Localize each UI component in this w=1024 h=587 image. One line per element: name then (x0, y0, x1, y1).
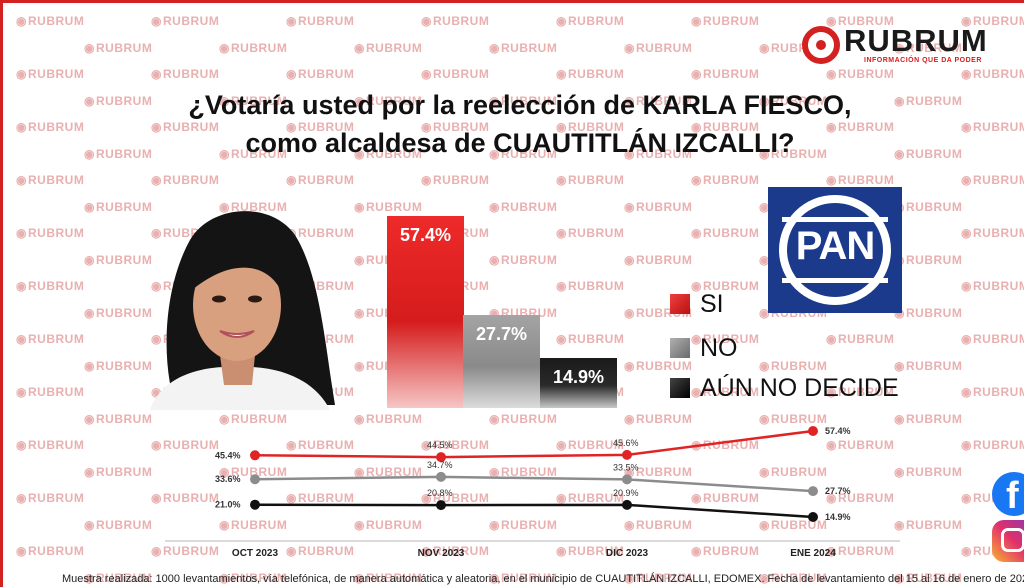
trend-point-label: 45.6% (613, 438, 639, 448)
trend-line-1 (254, 475, 814, 493)
legend-label: SI (700, 290, 724, 318)
trend-point (436, 500, 446, 511)
chart-title: ¿Votaría usted por la reelección de KARL… (100, 86, 940, 162)
trend-line-0 (254, 429, 814, 459)
legend-swatch (670, 338, 690, 358)
trend-x-tick-label: NOV 2023 (418, 548, 465, 559)
bar-si (387, 216, 464, 408)
legend-swatch (670, 294, 690, 314)
trend-point-label: 20.8% (427, 488, 453, 498)
trend-x-tick-label: OCT 2023 (232, 548, 279, 559)
instagram-icon[interactable] (992, 520, 1024, 562)
pan-logo-text: PAN (795, 224, 875, 268)
trend-point (250, 499, 260, 510)
bar-value-label: 27.7% (475, 324, 528, 345)
trend-point-label: 27.7% (825, 486, 851, 496)
trend-point (808, 512, 818, 522)
trend-point (436, 452, 446, 463)
trend-point-label: 45.4% (215, 450, 241, 460)
bar-aun-no-decide (540, 358, 617, 408)
trend-point-label: 21.0% (215, 500, 241, 510)
trend-point (808, 486, 818, 497)
trend-point (250, 450, 260, 461)
trend-point (808, 426, 818, 436)
trend-point-label: 44.5% (427, 440, 453, 450)
trend-point (622, 499, 632, 510)
facebook-icon[interactable]: f (992, 472, 1024, 517)
trend-point-label: 33.6% (215, 474, 241, 484)
trend-point-label: 14.9% (825, 512, 851, 522)
trend-point (622, 474, 632, 485)
trend-point-label: 57.4% (825, 426, 851, 436)
bar-no (463, 315, 540, 408)
trend-point (436, 471, 446, 482)
trend-point-label: 34.7% (427, 460, 453, 470)
methodology-footnote: Muestra realizada: 1000 levantamientos, … (62, 573, 1024, 585)
legend-label: AÚN NO DECIDE (700, 374, 899, 402)
legend-label: NO (700, 334, 738, 362)
logo-tagline: INFORMACIÓN QUE DA PODER (864, 57, 982, 64)
logo-target-icon (802, 26, 840, 64)
legend-swatch (670, 378, 690, 398)
title-line-1: ¿Votaría usted por la reelección de KARL… (188, 90, 852, 120)
trend-point (250, 474, 260, 485)
trend-point (622, 449, 632, 460)
trend-x-tick-label: DIC 2023 (606, 548, 649, 559)
trend-x-tick-label: ENE 2024 (790, 548, 836, 559)
pan-party-logo: PAN (768, 187, 902, 313)
bar-value-label: 14.9% (552, 367, 605, 388)
title-line-2: como alcaldesa de CUAUTITLÁN IZCALLI? (245, 128, 795, 158)
trend-point-label: 20.9% (613, 488, 639, 498)
rubrum-logo: RUBRUM INFORMACIÓN QUE DA PODER (802, 24, 1007, 66)
logo-wordmark: RUBRUM (844, 23, 988, 58)
candidate-photo (150, 211, 335, 410)
trend-line-2 (254, 503, 814, 519)
trend-point-label: 33.5% (613, 462, 639, 472)
bar-value-label: 57.4% (399, 225, 452, 245)
